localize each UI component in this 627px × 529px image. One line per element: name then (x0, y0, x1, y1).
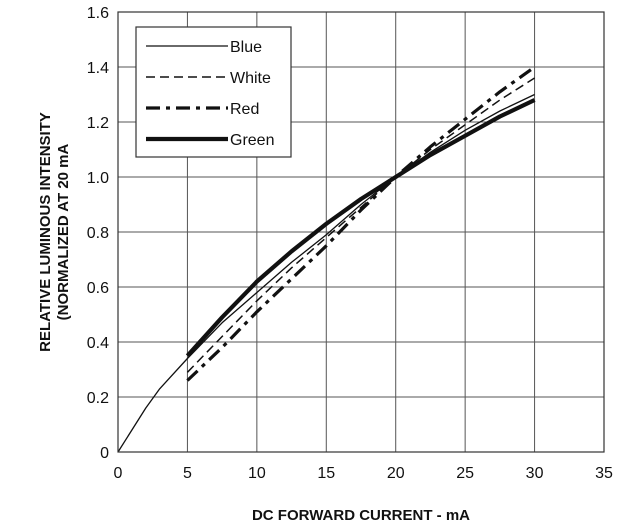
y-tick-label-6: 1.2 (87, 115, 109, 132)
series-line-blue (117, 93, 535, 453)
x-tick-label-2: 10 (248, 465, 266, 482)
y-tick-label-8: 1.6 (87, 5, 109, 22)
legend-label-blue: Blue (230, 39, 262, 56)
y-tick-label-3: 0.6 (87, 280, 109, 297)
y-tick-label-7: 1.4 (87, 60, 109, 77)
legend-label-green: Green (230, 132, 274, 149)
x-tick-label-5: 25 (456, 465, 474, 482)
y-axis-title-line-1: RELATIVE LUMINOUS INTENSITY (37, 112, 54, 352)
x-tick-label-4: 20 (387, 465, 405, 482)
x-tick-label-7: 35 (595, 465, 613, 482)
x-axis-title: DC FORWARD CURRENT - mA (252, 507, 470, 524)
y-tick-label-4: 0.8 (87, 225, 109, 242)
plot-frame (117, 11, 605, 453)
y-tick-label-1: 0.2 (87, 390, 109, 407)
legend-label-white: White (230, 70, 271, 87)
y-axis-title-line-2: (NORMALIZED AT 20 mA (55, 144, 72, 321)
x-tick-label-0: 0 (114, 465, 123, 482)
series-line-white (186, 77, 536, 373)
x-tick-label-6: 30 (526, 465, 544, 482)
x-tick-label-1: 5 (183, 465, 192, 482)
legend: Blue White Red Green (135, 26, 292, 158)
y-tick-labels: 0 0.2 0.4 0.6 0.8 1.0 1.2 1.4 1.6 (87, 5, 109, 462)
x-tick-label-3: 15 (317, 465, 335, 482)
x-tick-labels: 0 5 10 15 20 25 30 35 (114, 465, 613, 482)
legend-label-red: Red (230, 101, 259, 118)
y-tick-label-2: 0.4 (87, 335, 109, 352)
series-lines (117, 65, 536, 453)
y-tick-label-0: 0 (100, 445, 109, 462)
legend-box (135, 26, 292, 158)
y-tick-label-5: 1.0 (87, 170, 109, 187)
series-line-red (186, 65, 536, 382)
series-line-green (185, 98, 536, 358)
